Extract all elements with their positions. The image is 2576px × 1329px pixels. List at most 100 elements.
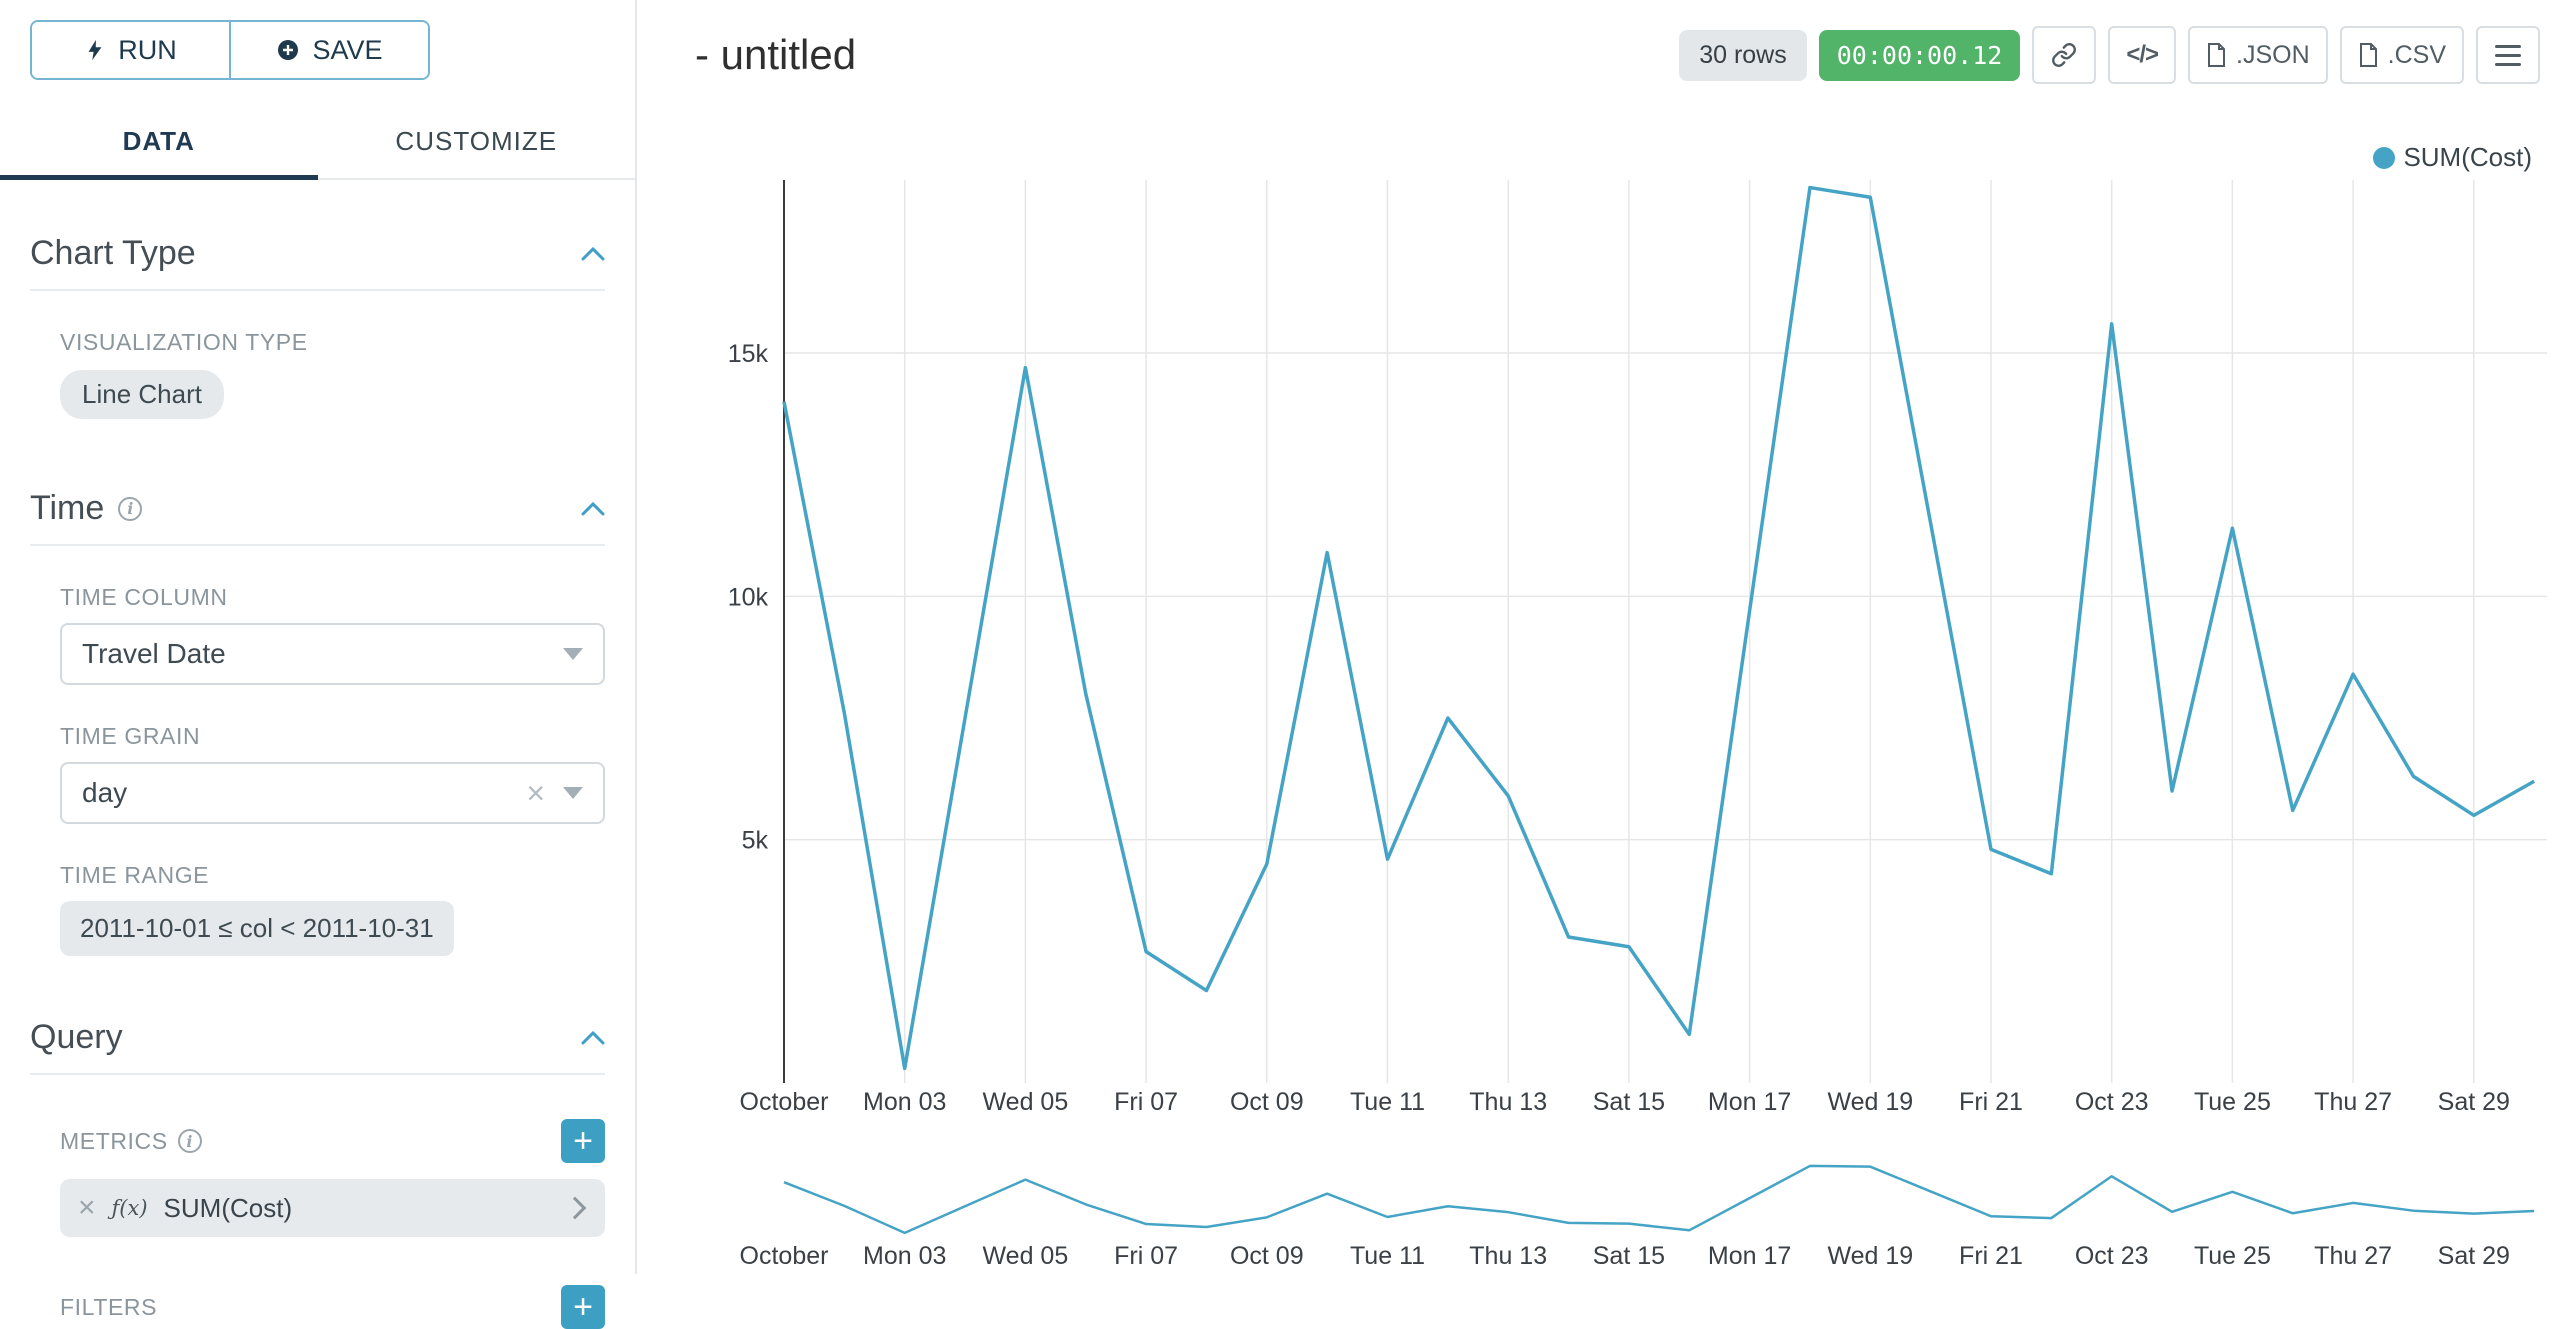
time-range-pill[interactable]: 2011-10-01 ≤ col < 2011-10-31 [60,901,454,956]
main-header: - untitled 30 rows 00:00:00.12 </> .JSON [639,0,2576,84]
info-icon: i [177,1129,202,1153]
chevron-down-icon [563,648,583,660]
chevron-up-icon[interactable] [581,1030,605,1045]
add-metric-button[interactable]: + [561,1119,605,1163]
section-time-header[interactable]: Time i [30,489,605,546]
section-query-title: Query [30,1018,123,1056]
svg-text:Wed 19: Wed 19 [1827,1088,1913,1116]
main-panel: - untitled 30 rows 00:00:00.12 </> .JSON [639,0,2576,1274]
line-chart: October Mon 03 Wed 05 Fri 07 Oct 09 Tue 11 Thu… [728,180,2547,1116]
section-time-title: Time [30,489,105,527]
chart-legend[interactable]: SUM(Cost) [2373,142,2532,173]
mini-context-chart[interactable]: October Mon 03 Wed 05 Fri 07 Oct 09 Tue 11 Thu… [661,1150,2557,1274]
tab-data[interactable]: DATA [0,110,318,180]
svg-text:Thu 27: Thu 27 [2314,1242,2392,1270]
section-query-header[interactable]: Query [30,1018,605,1075]
sidebar-tabs: DATA CUSTOMIZE [0,110,635,180]
run-save-group: RUN SAVE [30,20,430,80]
json-file-icon [2208,43,2226,67]
metric-label: SUM(Cost) [163,1192,293,1223]
csv-file-icon [2359,43,2377,67]
plus-circle-icon [278,40,299,60]
chart-menu-button[interactable] [2476,26,2540,84]
svg-text:October: October [740,1242,829,1270]
svg-text:Fri 21: Fri 21 [1959,1088,2023,1116]
svg-text:Fri 21: Fri 21 [1959,1242,2023,1270]
svg-text:Thu 13: Thu 13 [1469,1242,1547,1270]
chart-area: October Mon 03 Wed 05 Fri 07 Oct 09 Tue 11 Thu… [661,150,2557,1135]
legend-dot [2373,146,2396,169]
embed-code-button[interactable]: </> [2108,26,2177,84]
link-icon [2052,43,2077,67]
svg-text:Oct 23: Oct 23 [2075,1088,2149,1116]
info-icon: i [118,496,143,521]
time-grain-label: TIME GRAIN [60,723,201,749]
section-chart-type-header[interactable]: Chart Type [30,234,605,291]
save-label: SAVE [312,34,383,65]
svg-text:Oct 09: Oct 09 [1230,1088,1304,1116]
metric-pill[interactable]: × ƒ(x) SUM(Cost) [60,1179,605,1237]
lightning-icon [88,39,102,61]
svg-text:Wed 05: Wed 05 [983,1088,1069,1116]
time-column-select[interactable]: Travel Date [60,623,605,685]
export-csv-button[interactable]: .CSV [2339,26,2464,84]
mini-chart-area[interactable]: October Mon 03 Wed 05 Fri 07 Oct 09 Tue 11 Thu… [661,1150,2557,1279]
time-range-label: TIME RANGE [60,862,210,888]
svg-text:Mon 17: Mon 17 [1708,1242,1791,1270]
svg-text:Tue 25: Tue 25 [2194,1242,2271,1270]
svg-text:Wed 19: Wed 19 [1827,1242,1913,1270]
menu-icon [2495,44,2521,66]
time-column-label: TIME COLUMN [60,584,228,610]
function-icon: ƒ(x) [111,1196,148,1220]
section-chart-type-title: Chart Type [30,234,196,272]
filters-label: FILTERS [60,1293,158,1320]
svg-text:5k: 5k [742,827,769,855]
svg-text:Tue 25: Tue 25 [2194,1088,2271,1116]
svg-text:Oct 23: Oct 23 [2075,1242,2149,1270]
share-link-button[interactable] [2032,26,2097,84]
chevron-up-icon[interactable] [581,246,605,261]
svg-text:Mon 03: Mon 03 [863,1088,946,1116]
svg-text:Fri 07: Fri 07 [1114,1088,1178,1116]
run-label: RUN [118,34,177,65]
tab-customize[interactable]: CUSTOMIZE [395,126,558,156]
chevron-up-icon[interactable] [581,501,605,516]
run-button[interactable]: RUN [32,22,231,78]
page-title: - untitled [695,31,857,78]
json-label: .JSON [2236,40,2310,69]
chevron-down-icon [563,787,583,799]
svg-text:Mon 03: Mon 03 [863,1242,946,1270]
viz-type-label: VISUALIZATION TYPE [60,329,308,355]
svg-text:Thu 27: Thu 27 [2314,1088,2392,1116]
rows-badge: 30 rows [1679,29,1807,81]
section-query: Query METRICS i + × ƒ(x) SUM(Cost) [0,1018,635,1329]
time-grain-select[interactable]: day × [60,762,605,824]
svg-text:Tue 11: Tue 11 [1350,1088,1425,1116]
export-json-button[interactable]: .JSON [2188,26,2328,84]
add-filter-button[interactable]: + [561,1285,605,1329]
section-time: Time i TIME COLUMN Travel Date TIME GRAI… [0,489,635,956]
chevron-right-icon[interactable] [563,1196,587,1220]
legend-label: SUM(Cost) [2403,142,2532,172]
time-column-value: Travel Date [82,638,226,669]
viz-type-pill[interactable]: Line Chart [60,370,224,419]
svg-text:Sat 15: Sat 15 [1593,1088,1665,1116]
clear-icon[interactable]: × [526,775,545,811]
save-button[interactable]: SAVE [231,22,428,78]
svg-text:Tue 11: Tue 11 [1350,1242,1425,1270]
svg-text:Sat 15: Sat 15 [1593,1242,1665,1270]
svg-text:Thu 13: Thu 13 [1469,1088,1547,1116]
svg-text:10k: 10k [728,583,769,611]
csv-label: .CSV [2387,40,2446,69]
svg-text:October: October [740,1088,829,1116]
svg-text:Sat 29: Sat 29 [2438,1242,2510,1270]
svg-text:15k: 15k [728,340,769,368]
svg-text:Sat 29: Sat 29 [2438,1088,2510,1116]
code-icon: </> [2126,41,2159,68]
svg-text:Oct 09: Oct 09 [1230,1242,1304,1270]
section-chart-type: Chart Type VISUALIZATION TYPE Line Chart [0,234,635,419]
svg-text:Wed 05: Wed 05 [983,1242,1069,1270]
svg-text:Fri 07: Fri 07 [1114,1242,1178,1270]
remove-metric-icon[interactable]: × [78,1191,96,1224]
header-controls: 30 rows 00:00:00.12 </> .JSON [1679,26,2540,84]
